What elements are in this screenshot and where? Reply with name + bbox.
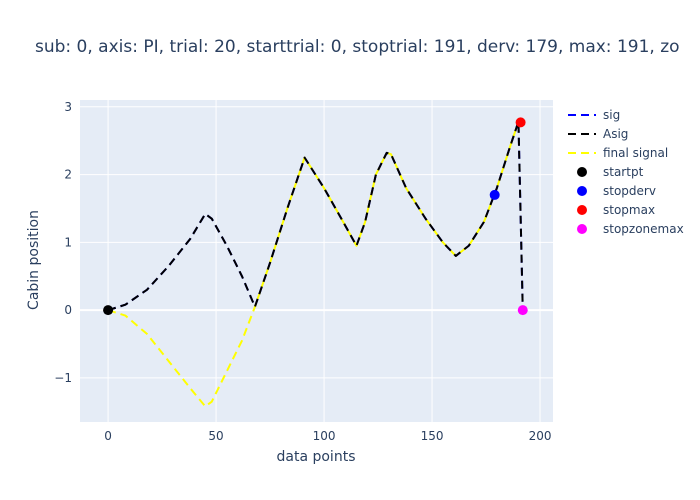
legend-item-sig[interactable]: sig (568, 108, 620, 122)
y-axis-title: Cabin position (26, 210, 42, 310)
grid-lines (80, 100, 553, 422)
legend-swatch (577, 186, 587, 196)
legend-item-stopmax[interactable]: stopmax (577, 203, 655, 217)
marker-stopmax (515, 117, 526, 128)
series-line-final-signal (107, 121, 520, 408)
chart-title: sub: 0, axis: PI, trial: 20, starttrial:… (35, 37, 680, 57)
y-tick-label: 2 (64, 168, 72, 182)
plot-background (80, 100, 553, 422)
legend-swatch (577, 224, 587, 234)
legend[interactable]: sig Asig final signal startpt stopderv stopma… (568, 108, 684, 236)
x-axis-title: data points (277, 449, 356, 465)
y-tick-label: 1 (64, 235, 72, 249)
series-lines (107, 120, 524, 408)
legend-label: startpt (603, 165, 644, 179)
marker-stopderv (489, 189, 500, 200)
x-tick-label: 150 (421, 429, 444, 443)
legend-label: stopderv (603, 184, 656, 198)
marker-startpt (103, 305, 114, 316)
x-tick-label: 100 (313, 429, 336, 443)
x-tick-label: 200 (529, 429, 552, 443)
legend-label: final signal (603, 146, 668, 160)
series-line-asig (107, 120, 524, 312)
legend-swatch (577, 205, 587, 215)
legend-item-asig[interactable]: Asig (568, 127, 628, 141)
event-markers (103, 117, 528, 316)
marker-stopzonemax (517, 305, 528, 316)
x-tick-label: 0 (104, 429, 112, 443)
legend-label: sig (603, 108, 620, 122)
x-tick-label: 50 (208, 429, 223, 443)
y-tick-label: 0 (64, 303, 72, 317)
x-tick-labels: 0 50 100 150 200 (104, 429, 551, 443)
y-tick-label: −1 (54, 371, 72, 385)
legend-item-startpt[interactable]: startpt (577, 165, 644, 179)
legend-item-stopzonemax[interactable]: stopzonemax (577, 222, 684, 236)
legend-swatch (577, 167, 587, 177)
legend-label: Asig (603, 127, 628, 141)
y-tick-labels: −1 0 1 2 3 (54, 100, 72, 385)
legend-label: stopzonemax (603, 222, 684, 236)
legend-item-final-signal[interactable]: final signal (568, 146, 668, 160)
legend-item-stopderv[interactable]: stopderv (577, 184, 656, 198)
legend-label: stopmax (603, 203, 655, 217)
y-tick-label: 3 (64, 100, 72, 114)
